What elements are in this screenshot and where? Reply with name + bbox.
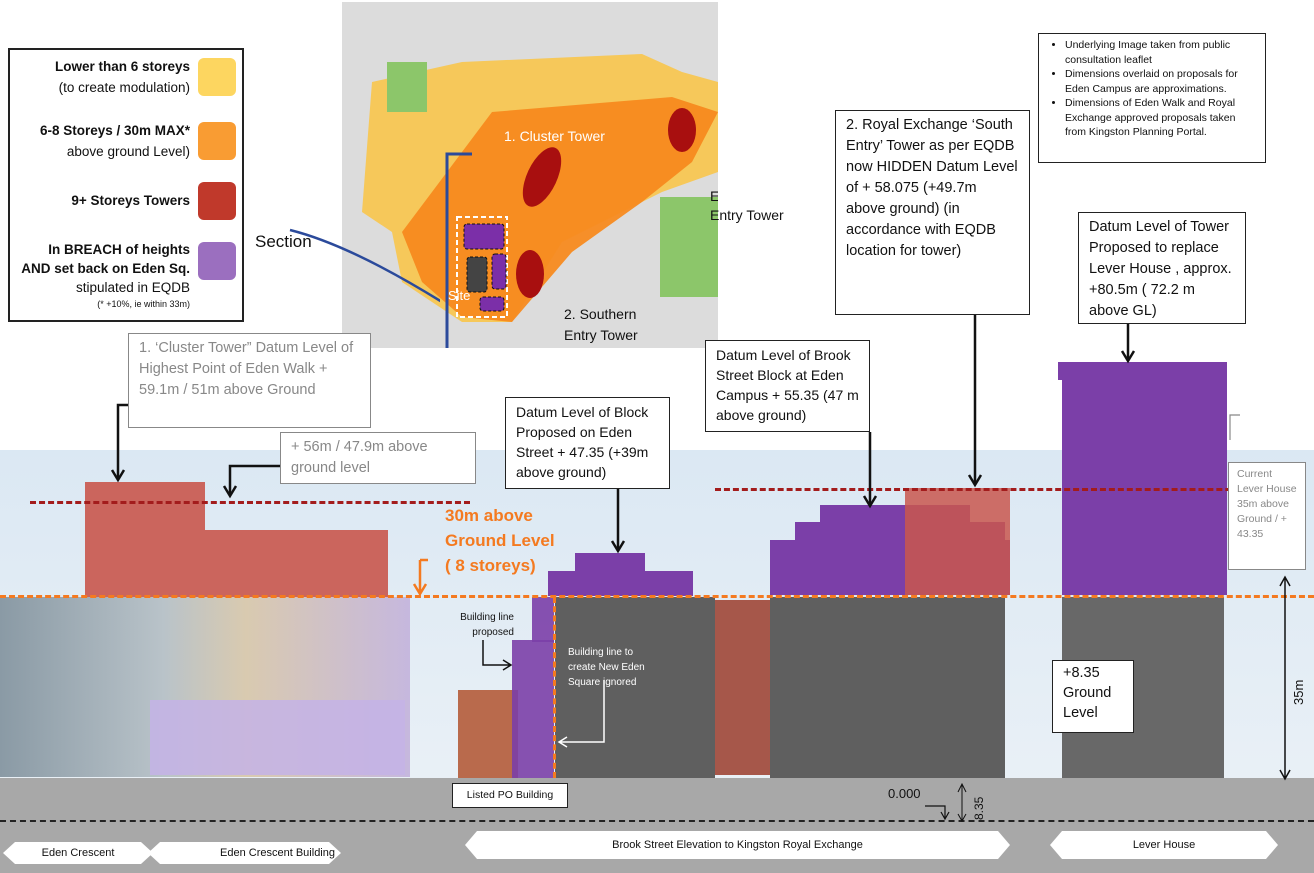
eden-walk-purple-floors: [150, 700, 405, 775]
legend-swatch-yellow: [198, 58, 236, 96]
site-map: 1. Cluster Tower Eastern Site 2. Souther…: [342, 2, 718, 348]
note-item: Dimensions overlaid on proposals for Ede…: [1065, 67, 1257, 96]
callout-plus56: + 56m / 47.9m above ground level: [280, 432, 476, 484]
thirty-m-line: [0, 595, 1314, 598]
royal-exchange-datum-line: [715, 488, 1285, 491]
lever-tower-cap-left: [1058, 362, 1078, 380]
map-label-cluster-tower: 1. Cluster Tower: [504, 128, 605, 144]
eden-walk-tower-red: [85, 482, 205, 597]
label-listed-po: Listed PO Building: [452, 783, 568, 808]
label-building-line-proposed: Building line proposed: [460, 612, 514, 638]
map-label-southern: 2. Southern: [564, 306, 637, 322]
eden-street-purple-top: [575, 553, 645, 571]
legend-item-low: Lower than 6 storeys (to create modulatio…: [54, 59, 190, 95]
thirty-m-label: 30m above Ground Level ( 8 storeys): [445, 506, 555, 575]
legend: Lower than 6 storeys (to create modulatio…: [8, 48, 244, 322]
eden-walk-block-red: [205, 530, 388, 597]
brook-grey-block: [770, 597, 1005, 778]
po-building: [458, 690, 518, 778]
royal-exchange-red: [905, 488, 1010, 595]
callout-royal-exchange: 2. Royal Exchange ‘South Entry’ Tower as…: [835, 110, 1030, 315]
map-label-eastern: Eastern: [710, 188, 718, 204]
label-brook-street-elevation: Brook Street Elevation to Kingston Royal…: [465, 831, 1010, 859]
label-lever-house: Lever House: [1050, 831, 1278, 859]
legend-item-mid: 6-8 Storeys / 30m MAX* above ground Level…: [39, 123, 190, 159]
map-label-eastern2: Entry Tower: [710, 207, 784, 223]
map-label-site: Site: [448, 288, 471, 303]
callout-lever-tower: Datum Level of Tower Proposed to replace…: [1078, 212, 1246, 324]
eden-street-purple-base: [548, 571, 693, 596]
eden-walk-datum-line: [30, 501, 470, 504]
note-item: Dimensions of Eden Walk and Royal Exchan…: [1065, 96, 1257, 140]
map-zones: [342, 2, 718, 348]
note-item: Underlying Image taken from public consu…: [1065, 38, 1257, 67]
map-label-southern2: Entry Tower: [564, 327, 638, 343]
label-eden-crescent: Eden Crescent: [3, 842, 153, 864]
lever-tower-purple: [1062, 362, 1227, 595]
height-35m-label: 35m: [1291, 679, 1306, 705]
callout-eden-street: Datum Level of Block Proposed on Eden St…: [505, 397, 670, 489]
legend-item-towers: 9+ Storeys Towers: [71, 193, 190, 208]
red-brick-background: [715, 600, 770, 775]
legend-swatch-orange: [198, 122, 236, 160]
orange-building-line: [553, 597, 556, 778]
building-line-purple-top: [532, 597, 554, 642]
label-building-line-ignored: Building line to create New Eden Square …: [568, 647, 645, 688]
notes-box: Underlying Image taken from public consu…: [1038, 33, 1266, 163]
legend-swatch-purple: [198, 242, 236, 280]
section-pointer-arrow: [289, 228, 440, 303]
callout-brook-street: Datum Level of Brook Street Block at Ede…: [705, 340, 870, 432]
section-label: Section: [255, 232, 312, 251]
legend-swatch-red: [198, 182, 236, 220]
gl-height-label: 8.35: [972, 796, 986, 820]
legend-item-breach: In BREACH of heights AND set back on Eden…: [21, 242, 190, 309]
datum-line: [0, 820, 1314, 822]
callout-cluster-tower: 1. ‘Cluster Tower” Datum Level of Highes…: [128, 333, 371, 428]
building-line-purple: [512, 640, 554, 778]
callout-ground-level: +8.35 Ground Level: [1052, 660, 1134, 733]
label-eden-crescent-building: Eden Crescent Building: [148, 842, 341, 864]
datum-zero-label: 0.000: [888, 786, 921, 801]
callout-current-lever: Current Lever House 35m above Ground / +…: [1228, 462, 1306, 570]
